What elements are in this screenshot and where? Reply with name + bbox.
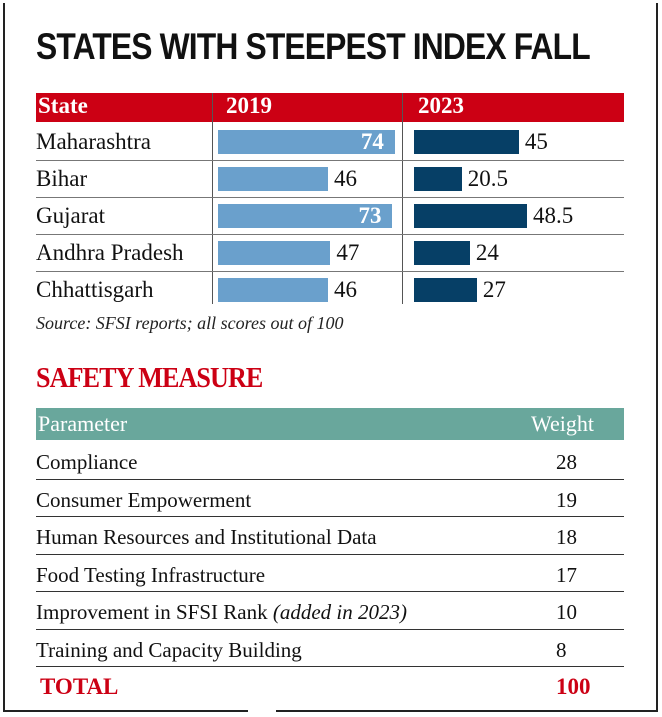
chart-row: Gujarat 73 48.5 bbox=[36, 198, 624, 235]
data-label: 74 bbox=[360, 129, 384, 154]
bar-2019 bbox=[218, 167, 328, 191]
state-label: Maharashtra bbox=[36, 129, 151, 154]
bar-2019 bbox=[218, 278, 328, 302]
data-label: 24 bbox=[475, 240, 499, 265]
param-weight: 28 bbox=[556, 450, 577, 474]
param-name: Food Testing Infrastructure bbox=[36, 563, 265, 588]
param-table-header: Parameter Weight bbox=[36, 408, 624, 440]
bar-2023 bbox=[414, 278, 477, 302]
param-name: Training and Capacity Building bbox=[36, 638, 302, 663]
bar-2019 bbox=[218, 130, 395, 154]
param-name-text: Consumer Empowerment bbox=[36, 487, 252, 512]
bar-2023 bbox=[414, 204, 527, 228]
param-weight: 17 bbox=[556, 562, 577, 587]
data-label: 20.5 bbox=[467, 166, 508, 191]
param-row: Training and Capacity Building 8 bbox=[36, 630, 624, 667]
bar-2019 bbox=[218, 204, 393, 228]
chart-row: Bihar 46 20.5 bbox=[36, 161, 624, 198]
param-name: Human Resources and Institutional Data bbox=[36, 525, 377, 550]
param-name-text: Improvement in SFSI Rank bbox=[36, 600, 273, 624]
header-state: State bbox=[38, 93, 88, 118]
state-label: Chhattisgarh bbox=[36, 277, 154, 302]
chart-row: Chhattisgarh 46 27 bbox=[36, 272, 624, 309]
total-label: TOTAL bbox=[40, 674, 119, 699]
source-note: Source: SFSI reports; all scores out of … bbox=[36, 313, 344, 333]
total-value: 100 bbox=[556, 674, 591, 699]
table-header: State 2019 2023 bbox=[36, 93, 624, 122]
param-row: Improvement in SFSI Rank (added in 2023)… bbox=[36, 592, 624, 630]
data-label: 46 bbox=[333, 277, 357, 302]
param-weight: 18 bbox=[556, 525, 577, 549]
param-row: Food Testing Infrastructure 17 bbox=[36, 555, 624, 592]
section-title: SAFETY MEASURE bbox=[36, 362, 263, 394]
param-name: Compliance bbox=[36, 450, 137, 475]
param-weight: 19 bbox=[556, 487, 577, 512]
data-label: 46 bbox=[333, 166, 357, 191]
param-name-text: Compliance bbox=[36, 450, 138, 474]
param-name-text: Training and Capacity Building bbox=[36, 637, 302, 662]
state-label: Gujarat bbox=[36, 203, 105, 228]
header-parameter: Parameter bbox=[38, 411, 128, 436]
data-label: 73 bbox=[358, 203, 382, 228]
bar-2023 bbox=[414, 167, 462, 191]
param-weight: 8 bbox=[556, 637, 567, 662]
chart-row: Maharashtra 74 45 bbox=[36, 124, 624, 161]
frame-gap bbox=[248, 708, 276, 714]
bar-2019 bbox=[218, 241, 331, 265]
header-weight: Weight bbox=[531, 411, 594, 436]
param-note: (added in 2023) bbox=[272, 600, 407, 624]
param-row: Consumer Empowerment 19 bbox=[36, 480, 624, 517]
chart-row: Andhra Pradesh 47 24 bbox=[36, 235, 624, 272]
param-name: Improvement in SFSI Rank (added in 2023) bbox=[36, 600, 407, 625]
data-label: 47 bbox=[336, 240, 360, 265]
header-2019: 2019 bbox=[226, 93, 272, 118]
frame bbox=[3, 3, 658, 712]
state-label: Bihar bbox=[36, 166, 88, 191]
data-label: 48.5 bbox=[533, 203, 574, 228]
data-label: 27 bbox=[482, 277, 506, 302]
param-row: Human Resources and Institutional Data 18 bbox=[36, 517, 624, 555]
param-name-text: Human Resources and Institutional Data bbox=[36, 525, 377, 549]
param-name-text: Food Testing Infrastructure bbox=[36, 562, 266, 587]
chart-title: STATES WITH STEEPEST INDEX FALL bbox=[36, 26, 591, 67]
param-row: Compliance 28 bbox=[36, 442, 624, 480]
column-divider bbox=[402, 93, 403, 304]
param-name: Consumer Empowerment bbox=[36, 488, 251, 513]
column-divider bbox=[212, 93, 213, 304]
param-weight: 10 bbox=[556, 600, 577, 624]
state-label: Andhra Pradesh bbox=[36, 240, 184, 265]
data-label: 45 bbox=[524, 129, 548, 154]
bar-2023 bbox=[414, 130, 519, 154]
header-2023: 2023 bbox=[418, 93, 464, 118]
bar-2023 bbox=[414, 241, 470, 265]
